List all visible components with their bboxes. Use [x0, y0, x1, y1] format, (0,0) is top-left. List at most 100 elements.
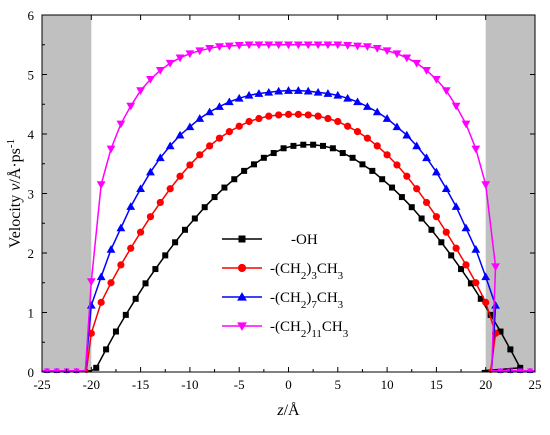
tail-point — [53, 368, 60, 374]
data-point — [324, 114, 332, 123]
data-point — [402, 130, 412, 139]
data-point — [290, 142, 297, 149]
data-point — [234, 42, 244, 50]
data-point — [482, 298, 490, 306]
data-point — [107, 279, 115, 287]
data-point — [274, 41, 284, 50]
series-line — [42, 89, 535, 372]
data-point — [507, 346, 514, 353]
data-point — [97, 298, 105, 306]
data-point — [313, 41, 323, 50]
data-point — [254, 41, 264, 50]
data-point — [382, 114, 392, 122]
data-point — [156, 198, 164, 207]
data-point — [353, 128, 362, 136]
data-point — [185, 122, 195, 131]
data-point — [152, 266, 159, 273]
data-point — [462, 261, 470, 269]
data-point — [195, 114, 205, 122]
data-point — [126, 102, 136, 111]
legend-label: -(CH2)11CH3 — [270, 319, 349, 340]
tail-point — [527, 368, 534, 374]
y-axis-title: Velocity v/Å·ps-1 — [5, 139, 24, 248]
data-point — [93, 364, 100, 371]
data-point — [117, 261, 125, 269]
legend-entry-2: -(CH2)7CH3 — [222, 290, 344, 311]
data-point — [275, 111, 283, 119]
x-axis-variable: z — [276, 402, 284, 419]
data-point — [451, 102, 461, 111]
data-point — [293, 41, 303, 50]
data-point — [452, 244, 460, 252]
data-point — [408, 204, 415, 211]
data-point — [471, 145, 481, 154]
data-point — [264, 87, 274, 96]
data-point — [372, 107, 382, 116]
data-point — [451, 202, 461, 210]
series-line — [42, 44, 535, 372]
data-point — [422, 153, 431, 162]
data-point — [333, 41, 343, 50]
data-point — [215, 102, 224, 110]
data-point — [323, 41, 333, 50]
data-point — [392, 122, 402, 131]
data-point — [422, 67, 431, 75]
data-point — [137, 228, 145, 236]
data-point — [205, 45, 215, 53]
y-tick-label: 5 — [28, 68, 35, 83]
data-point — [310, 141, 317, 148]
x-tick-label: 0 — [285, 377, 292, 392]
data-point — [264, 41, 274, 50]
data-point — [393, 161, 401, 169]
data-point — [86, 278, 96, 286]
data-point — [334, 117, 342, 126]
data-point — [225, 128, 233, 136]
shaded-region-0 — [42, 15, 92, 372]
y-axis-prefix: Velocity — [7, 191, 24, 248]
data-point — [206, 142, 214, 150]
legend-marker — [237, 263, 247, 273]
data-point — [481, 181, 491, 189]
data-point — [155, 67, 165, 75]
data-point — [106, 145, 116, 154]
data-point — [284, 110, 293, 118]
data-point — [442, 228, 450, 236]
y-axis-unit: /Å·ps — [6, 148, 24, 184]
x-axis-ticks: -25 -20 -15 -10 -5 0 5 10 15 20 25 — [33, 15, 542, 392]
shaded-wall-regions — [42, 15, 535, 372]
series-line — [42, 113, 535, 372]
legend-marker — [238, 235, 246, 243]
data-point — [254, 89, 264, 97]
data-point — [224, 42, 234, 51]
data-point — [176, 172, 184, 180]
data-point — [136, 87, 145, 95]
data-point — [260, 154, 267, 161]
data-point — [432, 167, 441, 176]
data-point — [205, 107, 215, 116]
data-point — [461, 223, 471, 232]
data-point — [422, 198, 431, 207]
x-tick-label: 10 — [381, 377, 394, 392]
data-point — [477, 295, 484, 302]
data-point — [441, 184, 451, 193]
data-point — [270, 150, 277, 157]
legend-label: -OH — [291, 232, 318, 248]
data-point — [172, 239, 179, 246]
y-tick-label: 1 — [28, 306, 35, 321]
tail-point — [43, 368, 50, 374]
tail-point — [497, 368, 504, 374]
data-point — [362, 102, 372, 110]
data-point — [314, 112, 322, 120]
data-point — [432, 213, 440, 221]
tail-point — [73, 368, 80, 374]
data-point — [497, 328, 504, 335]
data-point — [234, 93, 244, 102]
x-tick-label: -25 — [33, 377, 50, 392]
data-point — [481, 272, 491, 281]
data-point — [441, 87, 451, 95]
data-point — [96, 181, 106, 189]
data-point — [349, 154, 356, 161]
y-axis-unit-exponent: -1 — [5, 139, 17, 148]
x-tick-label: 20 — [479, 377, 492, 392]
